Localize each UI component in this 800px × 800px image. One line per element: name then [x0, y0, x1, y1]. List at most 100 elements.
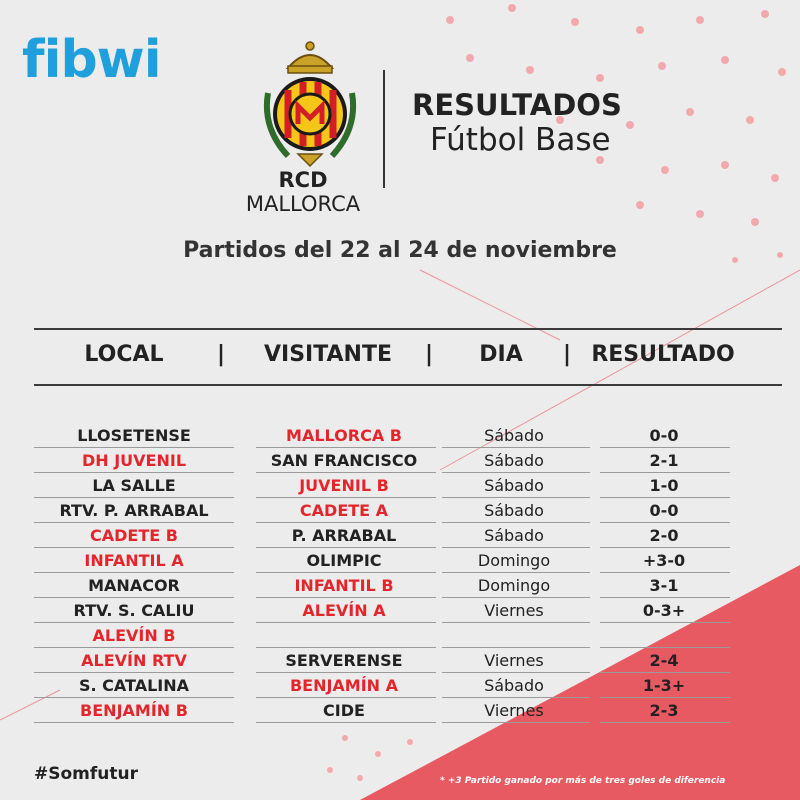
local-team-cell: LA SALLE	[92, 476, 176, 495]
local-team-cell: RTV. P. ARRABAL	[59, 501, 209, 520]
result-cell: 2-4	[649, 651, 679, 670]
row-underline	[600, 447, 730, 448]
table-row: RTV. P. ARRABAL CADETE A Sábado 0-0	[34, 498, 734, 523]
table-row: LA SALLE JUVENIL B Sábado 1-0	[34, 473, 734, 498]
row-underline	[600, 672, 730, 673]
row-underline	[600, 622, 730, 623]
row-underline	[34, 597, 234, 598]
day-cell: Domingo	[477, 551, 551, 570]
column-separator: |	[562, 342, 572, 367]
row-underline	[34, 647, 234, 648]
header-divider	[383, 70, 385, 188]
row-underline	[442, 722, 590, 723]
local-team-cell: S. CATALINA	[78, 676, 190, 695]
result-cell: 2-3	[649, 701, 679, 720]
row-underline	[600, 597, 730, 598]
row-underline	[600, 547, 730, 548]
results-table: LLOSETENSE MALLORCA B Sábado 0-0 DH JUVENIL S…	[34, 423, 734, 723]
local-team-cell: DH JUVENIL	[81, 451, 187, 470]
result-cell: 3-1	[649, 576, 679, 595]
column-header-resultado: RESULTADO	[591, 342, 735, 367]
result-cell: 2-1	[649, 451, 679, 470]
column-header-local: LOCAL	[84, 342, 164, 367]
row-underline	[600, 647, 730, 648]
result-cell	[594, 623, 734, 648]
page-subtitle: Fútbol Base	[430, 122, 611, 158]
row-underline	[600, 722, 730, 723]
local-team-cell: RTV. S. CALIU	[73, 601, 195, 620]
footnote: * +3 Partido ganado por más de tres gole…	[440, 776, 726, 786]
match-period: Partidos del 22 al 24 de noviembre	[183, 238, 617, 263]
column-header-dia: DIA	[479, 342, 523, 367]
row-underline	[256, 472, 436, 473]
row-underline	[34, 722, 234, 723]
row-underline	[600, 697, 730, 698]
row-underline	[256, 672, 436, 673]
row-underline	[34, 672, 234, 673]
row-underline	[256, 447, 436, 448]
column-separator: |	[216, 342, 226, 367]
table-row: DH JUVENIL SAN FRANCISCO Sábado 2-1	[34, 448, 734, 473]
result-cell: 2-0	[649, 526, 679, 545]
column-header-visitante: VISITANTE	[263, 342, 392, 367]
row-underline	[442, 572, 590, 573]
row-underline	[34, 547, 234, 548]
day-cell: Sábado	[484, 676, 544, 695]
club-crest-icon	[263, 41, 357, 168]
day-cell: Sábado	[484, 526, 544, 545]
table-row: ALEVÍN RTV SERVERENSE Viernes 2-4	[34, 648, 734, 673]
visitor-team-cell: SERVERENSE	[285, 651, 403, 670]
row-underline	[442, 447, 590, 448]
visitor-team-cell	[254, 623, 434, 648]
row-underline	[34, 497, 234, 498]
row-underline	[442, 697, 590, 698]
table-row: RTV. S. CALIU ALEVÍN A Viernes 0-3+	[34, 598, 734, 623]
visitor-team-cell: CIDE	[323, 701, 365, 720]
day-cell: Domingo	[477, 576, 551, 595]
row-underline	[256, 622, 436, 623]
row-underline	[34, 447, 234, 448]
day-cell: Viernes	[484, 701, 544, 720]
row-underline	[256, 547, 436, 548]
row-underline	[442, 647, 590, 648]
result-cell: +3-0	[642, 551, 686, 570]
row-underline	[442, 522, 590, 523]
sponsor-logo: fibwi	[22, 30, 162, 90]
row-underline	[442, 472, 590, 473]
table-row: LLOSETENSE MALLORCA B Sábado 0-0	[34, 423, 734, 448]
local-team-cell: BENJAMÍN B	[80, 701, 188, 720]
day-cell: Sábado	[484, 501, 544, 520]
visitor-team-cell: JUVENIL B	[299, 476, 389, 495]
row-underline	[442, 622, 590, 623]
row-underline	[256, 572, 436, 573]
local-team-cell: INFANTIL A	[84, 551, 184, 570]
table-row: MANACOR INFANTIL B Domingo 3-1	[34, 573, 734, 598]
day-cell: Viernes	[484, 651, 544, 670]
club-name-bold: RCD	[278, 168, 328, 192]
table-header-rule	[34, 384, 782, 386]
visitor-team-cell: P. ARRABAL	[291, 526, 397, 545]
row-underline	[442, 672, 590, 673]
row-underline	[442, 547, 590, 548]
row-underline	[34, 697, 234, 698]
result-cell: 1-0	[649, 476, 679, 495]
row-underline	[256, 597, 436, 598]
table-row: CADETE B P. ARRABAL Sábado 2-0	[34, 523, 734, 548]
row-underline	[256, 722, 436, 723]
row-underline	[256, 497, 436, 498]
visitor-team-cell: CADETE A	[299, 501, 389, 520]
result-cell: 0-0	[649, 501, 679, 520]
row-underline	[34, 522, 234, 523]
result-cell: 0-0	[649, 426, 679, 445]
dot-pattern	[446, 4, 786, 263]
day-cell: Sábado	[484, 426, 544, 445]
row-underline	[34, 622, 234, 623]
row-underline	[442, 597, 590, 598]
day-cell: Viernes	[484, 601, 544, 620]
row-underline	[256, 522, 436, 523]
visitor-team-cell: ALEVÍN A	[302, 601, 386, 620]
local-team-cell: ALEVÍN RTV	[81, 651, 187, 670]
visitor-team-cell: OLIMPIC	[306, 551, 382, 570]
table-top-rule	[34, 328, 782, 330]
hashtag: #Somfutur	[34, 764, 138, 784]
